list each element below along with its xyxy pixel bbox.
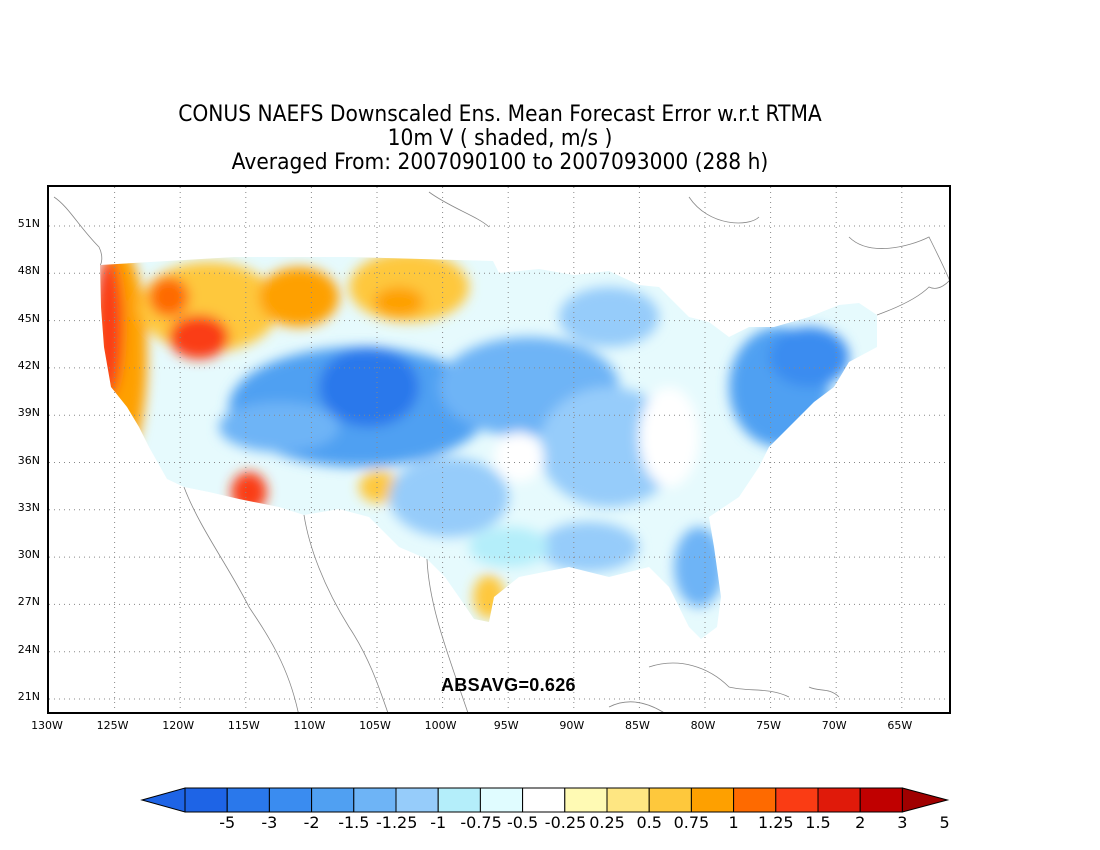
lat-label: 24N [17,642,40,656]
colorbar-tick-label: 0.5 [636,813,662,832]
colorbar-tick-label: -0.25 [544,813,587,832]
lat-label: 51N [17,217,40,230]
colorbar-tick-label: -0.75 [460,813,502,832]
lon-label: 100W [424,719,457,732]
colorbar-arrow-high [901,787,950,813]
colorbar-box [395,787,439,813]
lon-label: 125W [96,719,129,732]
colorbar-box [437,787,481,813]
colorbar [140,787,950,813]
colorbar-box [690,787,735,813]
lon-label: 120W [162,719,195,732]
colorbar-tick-label: 1 [728,813,739,832]
colorbar-box [268,787,313,813]
map-plot [49,187,949,712]
lon-label: 110W [293,719,326,732]
colorbar-box [184,787,228,813]
lon-label: 65W [887,719,913,732]
colorbar-tick-label: -0.5 [506,813,539,832]
map-panel [47,185,951,714]
lon-label: 95W [493,719,519,732]
lat-label: 42N [17,358,40,372]
colorbar-tick-label: 0.25 [589,813,625,832]
colorbar-box [606,787,650,813]
lon-label: 90W [559,719,585,732]
absavg-label: ABSAVG=0.626 [441,675,576,695]
lat-label: 45N [17,311,40,325]
lon-label: 80W [690,719,716,732]
colorbar-box [311,787,355,813]
title-line-2: 10m V ( shaded, m/s ) [387,126,613,151]
lon-label: 75W [756,719,782,732]
lat-label: 30N [17,548,40,562]
colorbar-box [522,787,566,813]
lat-label: 39N [17,406,40,420]
colorbar-arrow-low [140,787,186,813]
colorbar-tick-label: 0.75 [673,813,710,832]
lat-label: 33N [17,500,40,514]
colorbar-tick-label: -1 [430,813,447,832]
lat-label: 48N [17,264,40,278]
geography-lines [53,191,949,712]
colorbar-box [226,787,270,813]
colorbar-tick-label: -3 [261,813,278,832]
map-grid [49,187,949,712]
colorbar-tick-label: -1.25 [376,813,418,832]
colorbar-tick-label: 2 [855,813,866,832]
colorbar-tick-label: 1.25 [757,813,794,832]
lat-label: 36N [17,453,40,467]
lon-label: 70W [821,719,847,732]
colorbar-box [817,787,861,813]
lon-label: 115W [227,719,260,732]
lat-label: 21N [17,690,40,703]
lon-label: 130W [31,719,63,732]
shaded-field [100,257,877,639]
colorbar-box [353,787,397,813]
colorbar-box [564,787,608,813]
colorbar-box [479,787,524,813]
colorbar-tick-label: 3 [897,813,908,832]
colorbar-tick-label: 1.5 [805,813,831,832]
lon-label: 85W [624,719,650,732]
colorbar-box [775,787,819,813]
colorbar-tick-label: -2 [303,813,320,832]
title-line-3: Averaged From: 2007090100 to 2007093000 … [231,150,769,175]
colorbar-box [648,787,692,813]
colorbar-tick-label: -5 [219,813,236,832]
lon-label: 105W [359,719,391,732]
lat-label: 27N [17,595,40,609]
colorbar-box [859,787,903,813]
colorbar-tick-label: -1.5 [338,813,370,832]
title-line-1: CONUS NAEFS Downscaled Ens. Mean Forecas… [178,102,822,127]
colorbar-box [733,787,777,813]
colorbar-tick-label: 5 [939,813,950,832]
